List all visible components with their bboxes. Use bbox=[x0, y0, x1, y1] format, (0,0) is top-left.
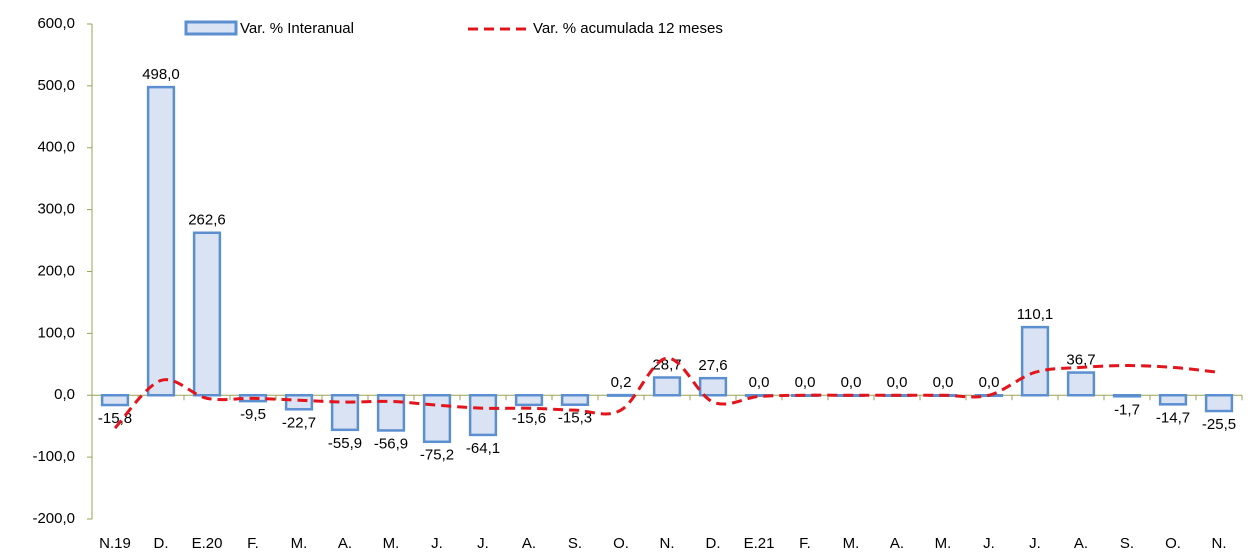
x-tick-label: D. bbox=[706, 535, 721, 552]
x-tick-label: N.19 bbox=[99, 535, 131, 552]
y-tick-label: 0,0 bbox=[54, 386, 75, 403]
value-label: -15,8 bbox=[98, 410, 132, 427]
x-tick-label: O. bbox=[613, 535, 629, 552]
x-tick-label: M. bbox=[291, 535, 308, 552]
value-label: 0,0 bbox=[933, 374, 954, 391]
x-tick-label: N. bbox=[1212, 535, 1227, 552]
value-label: 0,2 bbox=[611, 374, 632, 391]
x-tick-label: E.21 bbox=[744, 535, 775, 552]
x-tick-label: J. bbox=[477, 535, 489, 552]
value-label: -25,5 bbox=[1202, 416, 1236, 433]
x-tick-label: D. bbox=[154, 535, 169, 552]
bar bbox=[422, 394, 452, 444]
value-label: -75,2 bbox=[420, 447, 454, 464]
value-label: -22,7 bbox=[282, 414, 316, 431]
y-tick-label: 200,0 bbox=[37, 262, 75, 279]
value-label: -9,5 bbox=[240, 406, 266, 423]
value-label: 498,0 bbox=[142, 66, 180, 83]
x-tick-label: M. bbox=[843, 535, 860, 552]
y-tick-label: -200,0 bbox=[32, 510, 75, 527]
bar bbox=[1020, 325, 1050, 397]
y-tick-label: 500,0 bbox=[37, 77, 75, 94]
bar bbox=[514, 394, 544, 407]
value-label: -56,9 bbox=[374, 435, 408, 452]
x-tick-label: A. bbox=[522, 535, 536, 552]
x-tick-label: F. bbox=[799, 535, 811, 552]
bar bbox=[192, 231, 222, 397]
x-tick-label: A. bbox=[338, 535, 352, 552]
value-label: -55,9 bbox=[328, 435, 362, 452]
value-label: -1,7 bbox=[1114, 401, 1140, 418]
x-tick-label: J. bbox=[431, 535, 443, 552]
x-tick-label: A. bbox=[890, 535, 904, 552]
y-tick-label: 100,0 bbox=[37, 324, 75, 341]
value-label: -15,6 bbox=[512, 410, 546, 427]
x-tick-label: M. bbox=[935, 535, 952, 552]
bar bbox=[100, 394, 130, 407]
bar bbox=[1066, 371, 1096, 397]
value-label: 0,0 bbox=[841, 374, 862, 391]
value-label: 262,6 bbox=[188, 212, 226, 229]
bar bbox=[146, 85, 176, 397]
bar bbox=[468, 394, 498, 437]
value-label: -14,7 bbox=[1156, 409, 1190, 426]
value-label: -64,1 bbox=[466, 440, 500, 457]
value-label: 0,0 bbox=[887, 374, 908, 391]
x-tick-label: J. bbox=[1029, 535, 1041, 552]
legend-swatch-bar bbox=[184, 20, 238, 36]
y-tick-label: -100,0 bbox=[32, 448, 75, 465]
bar bbox=[606, 393, 636, 397]
value-label: -15,3 bbox=[558, 410, 592, 427]
x-tick-label: F. bbox=[247, 535, 259, 552]
x-tick-label: A. bbox=[1074, 535, 1088, 552]
value-label: 28,7 bbox=[652, 356, 681, 373]
x-tick-label: J. bbox=[983, 535, 995, 552]
value-label: 0,0 bbox=[795, 374, 816, 391]
x-tick-label: E.20 bbox=[192, 535, 223, 552]
x-tick-label: N. bbox=[660, 535, 675, 552]
bar bbox=[1158, 394, 1188, 406]
x-tick-label: O. bbox=[1165, 535, 1181, 552]
line bbox=[113, 356, 1220, 430]
value-label: 0,0 bbox=[979, 374, 1000, 391]
value-label: 27,6 bbox=[698, 357, 727, 374]
bar bbox=[560, 394, 590, 406]
y-tick-label: 400,0 bbox=[37, 139, 75, 156]
x-tick-label: M. bbox=[383, 535, 400, 552]
legend-label: Var. % acumulada 12 meses bbox=[533, 20, 723, 37]
bar bbox=[1204, 394, 1234, 413]
bar bbox=[284, 394, 314, 411]
y-tick-label: 300,0 bbox=[37, 201, 75, 218]
bar bbox=[698, 376, 728, 397]
legend-label: Var. % Interanual bbox=[240, 20, 354, 37]
bar bbox=[652, 376, 682, 397]
y-tick-label: 600,0 bbox=[37, 15, 75, 32]
value-label: 36,7 bbox=[1066, 352, 1095, 369]
x-tick-label: S. bbox=[568, 535, 582, 552]
bar bbox=[1112, 394, 1142, 398]
value-label: 0,0 bbox=[749, 374, 770, 391]
x-tick-label: S. bbox=[1120, 535, 1134, 552]
value-label: 110,1 bbox=[1017, 306, 1053, 323]
